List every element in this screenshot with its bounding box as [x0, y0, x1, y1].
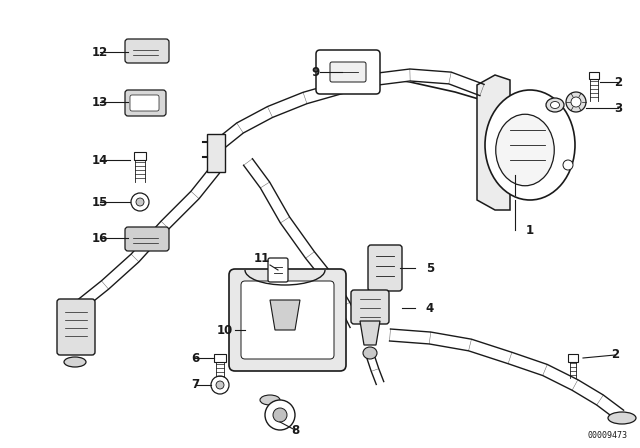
Text: 2: 2 [611, 349, 619, 362]
Polygon shape [477, 75, 510, 210]
FancyBboxPatch shape [130, 95, 159, 111]
Circle shape [211, 376, 229, 394]
Ellipse shape [563, 160, 573, 170]
Polygon shape [390, 329, 623, 420]
Text: 10: 10 [217, 323, 233, 336]
FancyBboxPatch shape [351, 290, 389, 324]
Ellipse shape [64, 357, 86, 367]
Text: 4: 4 [426, 302, 434, 314]
FancyBboxPatch shape [241, 281, 334, 359]
Polygon shape [360, 321, 380, 345]
Circle shape [216, 381, 224, 389]
Text: 13: 13 [92, 95, 108, 108]
Circle shape [571, 97, 581, 107]
FancyBboxPatch shape [125, 90, 166, 116]
FancyBboxPatch shape [268, 258, 288, 282]
Text: 9: 9 [311, 65, 319, 78]
Ellipse shape [485, 90, 575, 200]
Circle shape [273, 408, 287, 422]
Bar [214, 354, 226, 362]
Polygon shape [369, 284, 385, 297]
Text: 14: 14 [92, 154, 108, 167]
Ellipse shape [363, 347, 377, 359]
FancyBboxPatch shape [368, 245, 402, 291]
Polygon shape [270, 300, 300, 330]
Ellipse shape [546, 98, 564, 112]
Text: 5: 5 [426, 262, 434, 275]
Text: 8: 8 [291, 423, 299, 436]
FancyBboxPatch shape [57, 299, 95, 355]
Text: 6: 6 [191, 352, 199, 365]
Text: 7: 7 [191, 379, 199, 392]
Text: 12: 12 [92, 46, 108, 59]
Circle shape [136, 198, 144, 206]
Bar [207, 134, 225, 172]
Ellipse shape [608, 412, 636, 424]
Text: 15: 15 [92, 195, 108, 208]
Circle shape [131, 193, 149, 211]
Text: 00009473: 00009473 [588, 431, 628, 440]
Polygon shape [77, 167, 220, 309]
Bar [589, 72, 599, 79]
Text: 11: 11 [254, 251, 270, 264]
Ellipse shape [260, 395, 280, 405]
Polygon shape [366, 354, 384, 384]
Text: 16: 16 [92, 232, 108, 245]
FancyBboxPatch shape [125, 39, 169, 63]
FancyBboxPatch shape [125, 227, 169, 251]
Polygon shape [244, 159, 360, 327]
FancyBboxPatch shape [330, 62, 366, 82]
FancyBboxPatch shape [316, 50, 380, 94]
Text: 1: 1 [526, 224, 534, 237]
Ellipse shape [550, 102, 559, 108]
Ellipse shape [496, 114, 554, 186]
FancyBboxPatch shape [229, 269, 346, 371]
Text: 2: 2 [614, 76, 622, 89]
Circle shape [265, 400, 295, 430]
Polygon shape [211, 69, 484, 153]
Text: 3: 3 [614, 102, 622, 115]
Bar [134, 152, 146, 160]
Bar [568, 354, 578, 362]
Circle shape [566, 92, 586, 112]
